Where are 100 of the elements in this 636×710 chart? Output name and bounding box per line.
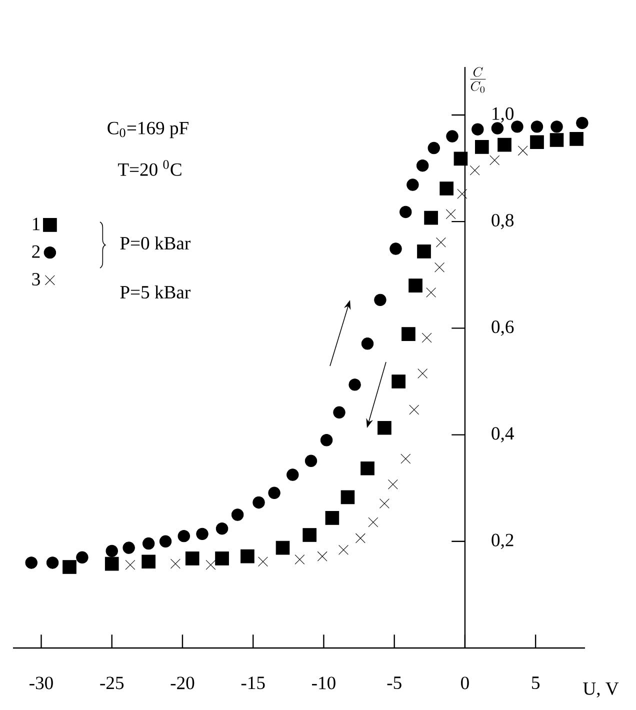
y-tick-label: 0,2 (492, 534, 514, 549)
x-tick-label: -5 (387, 676, 402, 690)
point (206, 560, 216, 570)
point (286, 468, 299, 481)
point (378, 420, 392, 435)
point (325, 511, 340, 525)
point (294, 554, 305, 564)
point (400, 454, 411, 464)
point (340, 490, 355, 504)
point (576, 116, 588, 130)
point (185, 552, 200, 566)
point (355, 533, 366, 544)
point (62, 560, 76, 574)
point (46, 556, 59, 569)
point (268, 486, 280, 499)
point (530, 135, 544, 150)
point (240, 549, 254, 564)
point (379, 498, 390, 509)
point (170, 558, 180, 569)
annotation: P=0 kBar (120, 236, 190, 250)
point (178, 530, 190, 542)
point (490, 155, 500, 166)
point (422, 332, 432, 343)
point (426, 288, 436, 298)
point (511, 120, 524, 133)
point (446, 209, 456, 220)
point (142, 554, 156, 569)
point (125, 560, 136, 570)
point (406, 178, 419, 191)
point (498, 138, 512, 152)
point (338, 544, 348, 555)
point (317, 551, 328, 562)
y-tick-label: 0,8 (492, 214, 514, 230)
point (361, 338, 374, 350)
point (216, 522, 228, 535)
point (428, 142, 440, 154)
point (424, 210, 438, 225)
point (231, 508, 244, 521)
point (518, 146, 528, 156)
point (106, 544, 118, 558)
annotation: C$_{0}$=169 pF (108, 122, 188, 138)
point (368, 517, 378, 528)
point (530, 120, 544, 133)
point (402, 327, 416, 341)
point (320, 434, 333, 446)
point (454, 152, 468, 166)
point (392, 374, 406, 388)
point (491, 122, 504, 134)
legend-label: 2 (32, 245, 40, 258)
point (76, 551, 88, 564)
point (25, 556, 38, 569)
point (418, 368, 428, 378)
point (472, 123, 484, 136)
point (104, 556, 119, 571)
point (436, 237, 446, 248)
point (374, 294, 386, 306)
point (159, 535, 172, 548)
point (409, 404, 420, 415)
y-tick-label: 0,4 (492, 427, 514, 442)
x-tick-label: -30 (30, 676, 53, 690)
point (302, 528, 317, 542)
point (276, 540, 290, 555)
point (390, 242, 402, 255)
annotation: P=5 kBar (120, 285, 190, 299)
x-tick-label: -15 (241, 676, 265, 690)
point (142, 537, 155, 550)
point (196, 528, 208, 540)
point (258, 556, 268, 567)
point (215, 552, 229, 566)
point (408, 278, 422, 292)
point (470, 165, 480, 176)
point (252, 496, 265, 509)
y-axis-title: $\frac{C}{C_{0}}$ (470, 67, 486, 93)
point (457, 188, 468, 199)
point (550, 133, 564, 147)
point (434, 262, 444, 272)
x-tick-label: -10 (312, 676, 336, 690)
x-tick-label: -25 (100, 676, 124, 690)
point (304, 454, 318, 468)
legend-label: 1 (32, 218, 40, 230)
point (475, 140, 489, 154)
point (417, 244, 431, 258)
x-tick-label: -20 (170, 676, 194, 690)
x-tick-label: 5 (532, 676, 540, 690)
point (550, 120, 563, 133)
x-tick-label: 0 (461, 676, 469, 690)
point (400, 206, 412, 218)
point (446, 130, 458, 142)
point (570, 132, 584, 146)
x-axis-title: U, V (583, 682, 619, 698)
point (440, 182, 454, 196)
point (388, 479, 398, 490)
legend-label: 3 (32, 273, 40, 286)
y-tick-label: 0,6 (492, 320, 514, 336)
point (348, 378, 361, 391)
annotation: T=20 $^{0}$C (118, 160, 182, 176)
point (122, 542, 135, 554)
point (416, 159, 429, 172)
point (333, 406, 346, 419)
y-tick-label: 1,0 (492, 107, 514, 123)
